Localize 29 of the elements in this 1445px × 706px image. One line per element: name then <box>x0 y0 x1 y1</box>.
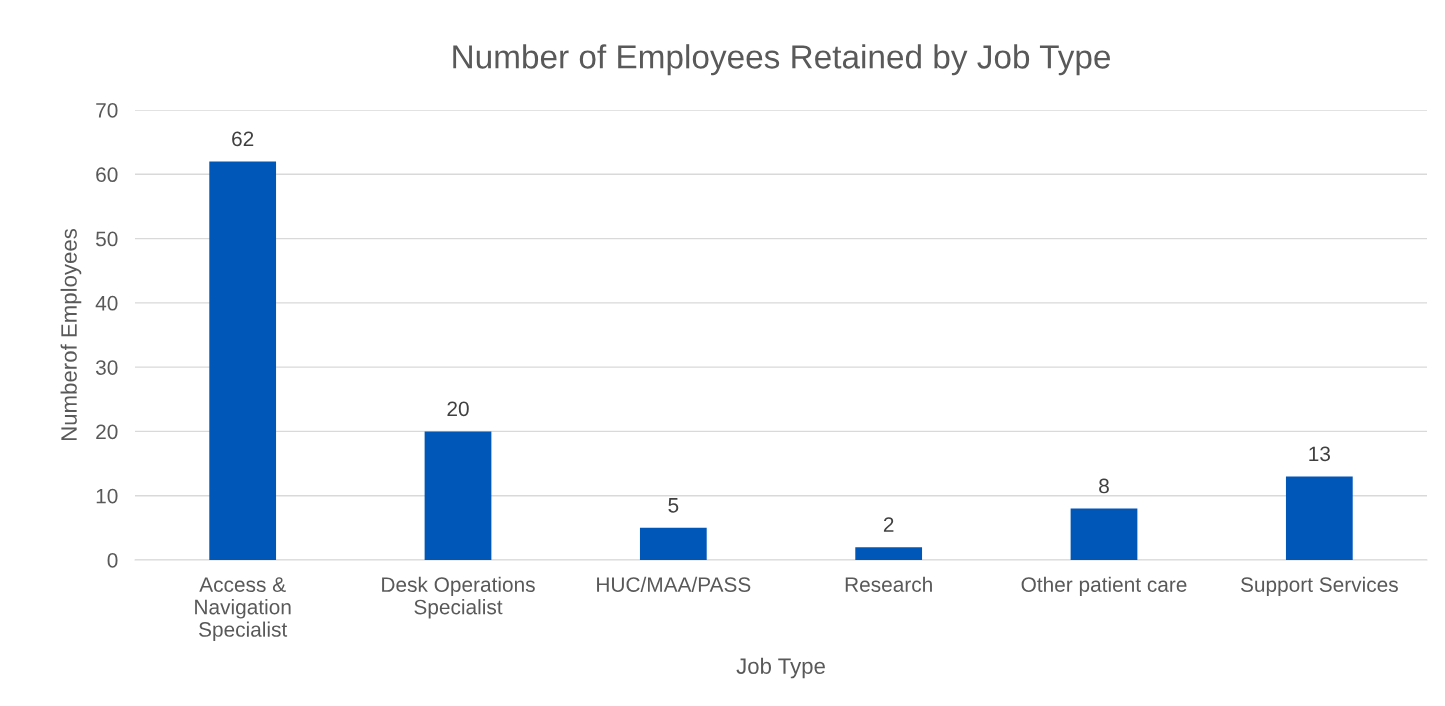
data-label: 20 <box>447 401 469 417</box>
y-tick-label: 50 <box>96 231 118 247</box>
y-tick-label: 0 <box>107 553 118 568</box>
y-tick-label: 10 <box>96 488 118 504</box>
y-tick-label: 60 <box>96 167 118 183</box>
bar <box>1285 476 1353 560</box>
y-tick-label: 30 <box>95 360 118 375</box>
data-label: 13 <box>1309 446 1331 462</box>
y-axis-title: Numberof Employees <box>60 228 82 441</box>
bar <box>424 431 492 560</box>
chart-title: Number of Employees Retained by Job Type <box>453 44 1110 76</box>
bar <box>639 527 707 560</box>
x-tick-label: Access & Navigation Specialist <box>195 577 291 641</box>
y-tick-label: 70 <box>96 103 118 118</box>
bar <box>1070 508 1138 560</box>
x-tick-label: Support Services <box>1240 576 1398 597</box>
y-tick-label: 40 <box>95 295 118 311</box>
data-label: 62 <box>232 131 254 147</box>
x-tick-label: Desk Operations Specialist <box>382 576 535 619</box>
bar <box>855 547 923 560</box>
y-tick-label: 20 <box>96 424 118 440</box>
data-label: 5 <box>668 498 679 513</box>
x-tick-label: Other patient care <box>1021 576 1187 597</box>
x-axis-title: Job Type <box>736 657 825 679</box>
bar <box>209 161 277 560</box>
data-label: 2 <box>883 517 894 532</box>
data-label: 8 <box>1099 478 1109 494</box>
x-tick-label: Research <box>845 576 932 592</box>
x-tick-label: HUC/MAA/PASS <box>597 576 751 592</box>
